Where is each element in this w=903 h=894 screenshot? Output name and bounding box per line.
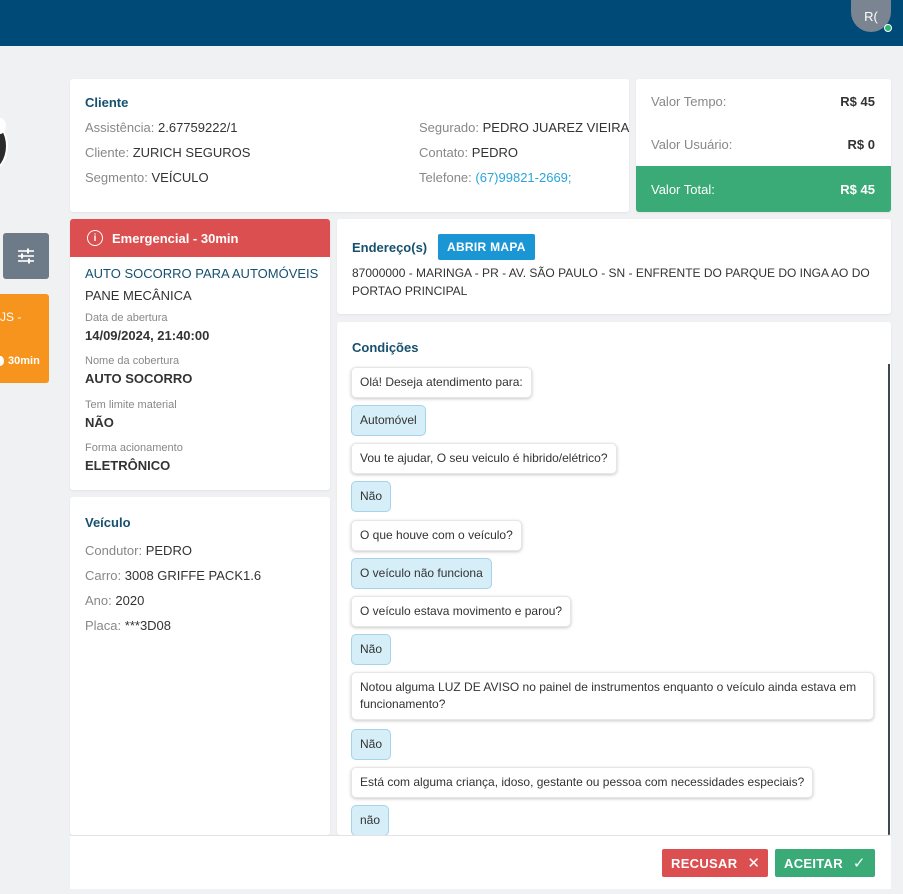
service-subtitle: PANE MECÂNICA [85, 288, 192, 303]
top-bar [0, 0, 903, 46]
acionamento-value: ELETRÔNICO [85, 458, 171, 473]
sliders-icon [18, 248, 34, 264]
ano-value: 2020 [115, 593, 145, 608]
service-queue-card[interactable]: JS - 30min [0, 294, 49, 383]
assistencia-value: 2.67759222/1 [158, 120, 238, 135]
valor-tempo-row: Valor Tempo: R$ 45 [651, 94, 875, 109]
contato-label: Contato: [419, 145, 469, 160]
segmento-row: Segmento: VEÍCULO [85, 170, 209, 185]
telefone-label: Telefone: [419, 170, 472, 185]
telefone-link[interactable]: (67)99821-2669; [475, 170, 572, 185]
emergency-banner: i Emergencial - 30min [70, 219, 330, 257]
condition-question: O veículo estava movimento e parou? [351, 596, 572, 627]
condutor-label: Condutor: [85, 543, 143, 558]
segurado-row: Segurado: PEDRO JUAREZ VIEIRA [419, 120, 629, 135]
limite-value: NÃO [85, 415, 114, 430]
filter-button[interactable] [3, 233, 49, 279]
queue-card-label: JS - [0, 310, 22, 324]
service-card: i Emergencial - 30min AUTO SOCORRO PARA … [70, 219, 330, 490]
placa-value: ***3D08 [124, 618, 172, 633]
vehicle-card: Veículo Condutor: PEDRO Carro: 3008 GRIF… [70, 497, 330, 835]
valor-tempo-label: Valor Tempo: [651, 94, 727, 109]
condition-question: O que houve com o veículo? [351, 520, 522, 551]
service-title: AUTO SOCORRO PARA AUTOMÓVEIS [85, 266, 319, 281]
condition-question: Notou alguma LUZ DE AVISO no painel de i… [351, 672, 874, 720]
vehicle-title: Veículo [85, 515, 131, 530]
info-icon: i [87, 230, 103, 246]
condutor-value: PEDRO [145, 543, 192, 558]
valor-total-label: Valor Total: [651, 181, 715, 197]
cliente-label: Cliente: [85, 145, 130, 160]
emergency-label: Emergencial - 30min [112, 230, 239, 246]
check-icon: ✓ [852, 855, 866, 872]
carro-row: Carro: 3008 GRIFFE PACK1.6 [85, 568, 261, 583]
client-title: Cliente [85, 95, 129, 110]
telefone-row: Telefone: (67)99821-2669; [419, 170, 572, 185]
condition-answer: O veículo não funciona [351, 558, 492, 589]
data-abertura-value: 14/09/2024, 21:40:00 [85, 328, 210, 343]
placa-label: Placa: [85, 618, 122, 633]
accept-label: ACEITAR [784, 855, 843, 871]
valor-total-row: Valor Total: R$ 45 [636, 166, 891, 212]
valor-usuario-row: Valor Usuário: R$ 0 [651, 137, 875, 152]
cobertura-label: Nome da cobertura [85, 355, 180, 367]
ano-label: Ano: [85, 593, 112, 608]
refuse-label: RECUSAR [671, 855, 738, 871]
address-text: 87000000 - MARINGA - PR - AV. SÃO PAULO … [352, 266, 870, 298]
placa-row: Placa: ***3D08 [85, 618, 171, 633]
carro-value: 3008 GRIFFE PACK1.6 [124, 568, 262, 583]
carro-label: Carro: [85, 568, 122, 583]
assistencia-label: Assistência: [85, 120, 155, 135]
condition-question: Está com alguma criança, idoso, gestante… [351, 767, 814, 798]
action-footer: RECUSAR ✕ ACEITAR ✓ [70, 835, 891, 889]
ano-row: Ano: 2020 [85, 593, 144, 608]
condition-answer: não [351, 805, 390, 835]
client-card: Cliente Assistência: 2.67759222/1 Client… [70, 79, 629, 212]
condition-answer: Automóvel [351, 405, 426, 436]
contato-row: Contato: PEDRO [419, 145, 518, 160]
address-card: Endereço(s) ABRIR MAPA 87000000 - MARING… [337, 219, 891, 314]
condition-answer: Não [351, 481, 392, 512]
refuse-button[interactable]: RECUSAR ✕ [662, 849, 768, 877]
user-avatar[interactable]: R( [851, 0, 891, 32]
condutor-row: Condutor: PEDRO [85, 543, 192, 558]
segurado-label: Segurado: [419, 120, 479, 135]
segurado-value: PEDRO JUAREZ VIEIRA [482, 120, 630, 135]
accept-button[interactable]: ACEITAR ✓ [775, 849, 875, 877]
contato-value: PEDRO [471, 145, 519, 160]
condition-question: Vou te ajudar, O seu veiculo é hibrido/e… [351, 443, 617, 474]
condition-answer: Não [351, 634, 392, 665]
data-abertura-label: Data de abertura [85, 312, 168, 324]
conditions-card: Condições Olá! Deseja atendimento para: … [337, 322, 891, 835]
valor-usuario-label: Valor Usuário: [651, 137, 733, 152]
condition-question: Olá! Deseja atendimento para: [351, 367, 532, 398]
valor-usuario-value: R$ 0 [847, 137, 875, 152]
avatar-initials: R( [864, 9, 878, 24]
segmento-label: Segmento: [85, 170, 148, 185]
assistencia-row: Assistência: 2.67759222/1 [85, 120, 238, 135]
values-card: Valor Tempo: R$ 45 Valor Usuário: R$ 0 V… [636, 79, 891, 212]
cobertura-value: AUTO SOCORRO [85, 371, 193, 386]
online-status-icon [884, 24, 892, 32]
acionamento-label: Forma acionamento [85, 442, 183, 454]
open-map-button[interactable]: ABRIR MAPA [438, 234, 535, 260]
address-title: Endereço(s) [352, 240, 428, 255]
valor-tempo-value: R$ 45 [840, 94, 875, 109]
conditions-title: Condições [352, 340, 419, 355]
close-icon: ✕ [747, 855, 761, 872]
collapse-icon[interactable] [0, 118, 6, 134]
timer-icon [0, 356, 4, 366]
cliente-row: Cliente: ZURICH SEGUROS [85, 145, 250, 160]
cliente-value: ZURICH SEGUROS [132, 145, 251, 160]
queue-card-timer: 30min [8, 355, 40, 367]
segmento-value: VEÍCULO [151, 170, 209, 185]
conditions-scrollbar[interactable] [888, 364, 890, 835]
condition-answer: Não [351, 729, 392, 760]
limite-label: Tem limite material [85, 399, 177, 411]
valor-total-value: R$ 45 [840, 181, 875, 197]
